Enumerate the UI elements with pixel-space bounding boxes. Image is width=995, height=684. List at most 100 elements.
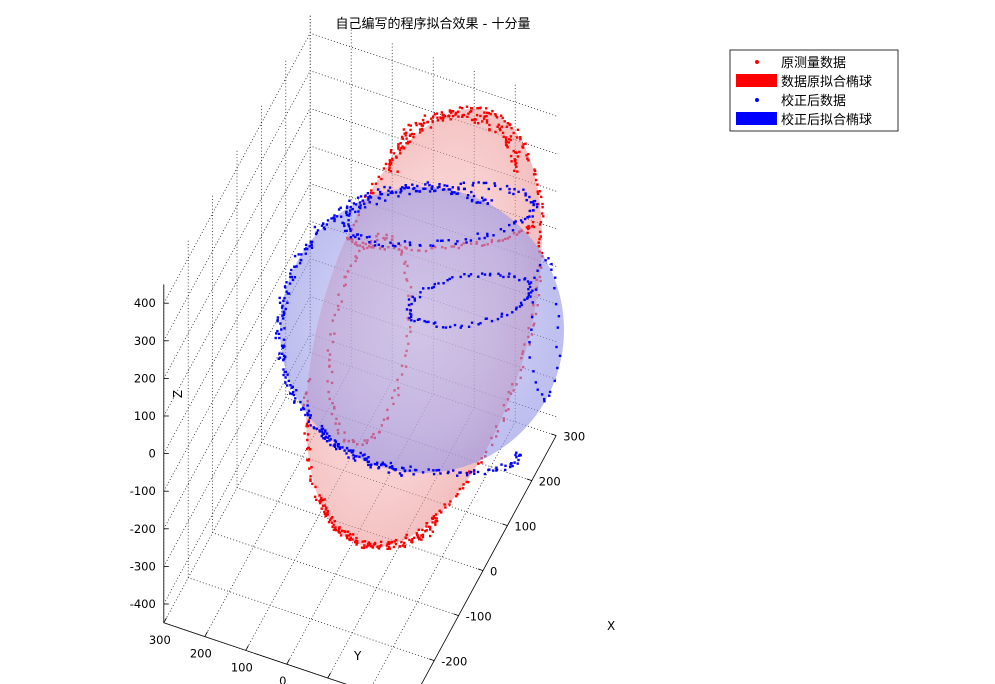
corrected-data-point (527, 292, 530, 295)
corrected-data-point (469, 239, 473, 242)
corrected-data-point (293, 276, 297, 279)
corrected-data-point (450, 191, 454, 194)
original-data-point (306, 447, 309, 451)
corrected-data-point (345, 229, 348, 232)
original-data-point (315, 498, 318, 501)
corrected-data-point (435, 469, 438, 472)
original-data-point (536, 183, 539, 186)
corrected-data-point (405, 308, 409, 311)
original-data-point (377, 175, 380, 179)
legend-entry-corrected-data: 校正后数据 (755, 93, 846, 109)
original-data-point (537, 245, 540, 248)
corrected-data-point (313, 225, 317, 229)
corrected-data-point (437, 468, 441, 472)
corrected-data-point (495, 466, 498, 469)
corrected-data-point (361, 199, 365, 202)
corrected-data-point (533, 276, 536, 279)
original-data-point (447, 115, 450, 118)
original-data-point (483, 111, 486, 114)
corrected-data-point (352, 202, 356, 205)
corrected-data-point (391, 191, 394, 194)
corrected-data-point (375, 202, 378, 206)
corrected-data-point (513, 222, 516, 225)
original-data-point (320, 496, 323, 500)
corrected-data-point (323, 227, 326, 231)
original-data-point (438, 509, 441, 512)
original-data-point (323, 504, 326, 507)
corrected-data-point (375, 463, 379, 466)
original-data-point (420, 127, 424, 131)
original-data-point (306, 438, 309, 442)
corrected-data-point (377, 196, 380, 199)
original-data-point (321, 504, 325, 507)
corrected-data-point (282, 338, 286, 341)
corrected-data-point (333, 219, 336, 223)
corrected-data-point (400, 189, 403, 192)
original-data-point (388, 166, 391, 169)
corrected-data-point (519, 301, 523, 305)
corrected-data-point (466, 196, 469, 200)
corrected-data-point (347, 223, 350, 226)
original-data-point (513, 158, 516, 161)
original-data-point (537, 202, 540, 206)
corrected-data-point (473, 472, 476, 475)
original-data-point (467, 112, 470, 115)
corrected-data-point (352, 454, 355, 457)
corrected-data-point (307, 414, 310, 417)
corrected-data-point (477, 275, 480, 278)
original-data-point (370, 191, 373, 195)
corrected-data-point (495, 469, 498, 472)
corrected-data-point (299, 400, 302, 404)
original-data-point (430, 117, 433, 120)
corrected-data-point (411, 183, 414, 186)
original-data-point (462, 483, 465, 486)
corrected-data-point (413, 299, 416, 302)
original-data-point (455, 495, 458, 498)
corrected-data-point (289, 384, 292, 387)
original-data-point (363, 540, 367, 543)
corrected-data-point (289, 392, 292, 395)
corrected-data-point (489, 272, 492, 276)
original-data-point (504, 143, 508, 147)
corrected-data-point (411, 295, 414, 299)
original-data-point (504, 136, 508, 139)
original-data-point (512, 131, 515, 135)
corrected-data-point (409, 315, 413, 319)
original-data-point (488, 123, 491, 127)
corrected-data-point (347, 449, 350, 452)
original-data-point (331, 525, 334, 528)
corrected-data-point (502, 275, 505, 279)
corrected-data-point (358, 455, 361, 458)
original-data-point (525, 154, 528, 157)
original-data-point (385, 544, 389, 547)
corrected-data-point (500, 312, 504, 315)
corrected-data-point (281, 304, 284, 307)
original-data-point (369, 542, 372, 545)
original-data-point (475, 113, 479, 117)
corrected-data-point (477, 323, 480, 326)
corrected-data-point (483, 236, 486, 240)
original-data-point (539, 235, 542, 238)
corrected-data-point (456, 240, 459, 243)
original-data-point (323, 498, 326, 501)
original-data-point (515, 151, 518, 154)
corrected-data-point (457, 186, 460, 189)
corrected-data-point (430, 286, 434, 290)
corrected-data-point (483, 273, 487, 276)
original-data-point (396, 170, 399, 173)
original-data-point (457, 115, 460, 118)
original-data-point (360, 546, 364, 549)
original-data-point (408, 140, 412, 143)
corrected-data-point (401, 466, 404, 469)
floor-grid-line-x (212, 532, 459, 616)
corrected-data-point (423, 319, 426, 323)
corrected-data-point (447, 188, 450, 191)
corrected-data-point (373, 240, 377, 243)
corrected-data-point (528, 341, 531, 344)
original-data-point (540, 212, 544, 215)
original-data-point (489, 112, 492, 116)
corrected-data-point (414, 189, 418, 193)
original-data-point (532, 173, 536, 176)
corrected-data-point (345, 446, 349, 450)
original-data-point (476, 107, 479, 110)
